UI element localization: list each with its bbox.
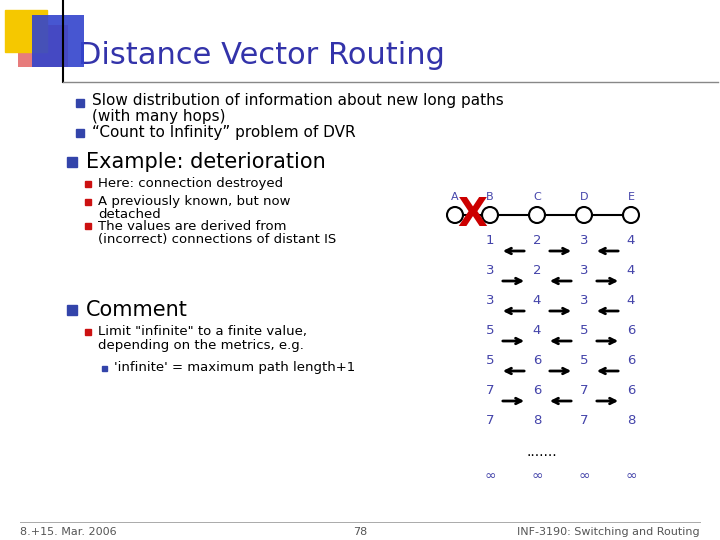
Text: ∞: ∞ [625, 469, 636, 483]
Text: 4: 4 [627, 264, 635, 276]
Text: 3: 3 [486, 294, 494, 307]
Text: 8.+15. Mar. 2006: 8.+15. Mar. 2006 [20, 527, 117, 537]
Text: 4: 4 [533, 323, 541, 336]
Text: 4: 4 [627, 233, 635, 246]
Text: 6: 6 [533, 383, 541, 396]
Text: 7: 7 [486, 383, 494, 396]
Bar [32, 15, 84, 67]
Text: 'infinite' = maximum path length+1: 'infinite' = maximum path length+1 [114, 361, 355, 375]
Text: ∞: ∞ [578, 469, 590, 483]
Text: (with many hops): (with many hops) [92, 109, 225, 124]
Text: 8: 8 [627, 414, 635, 427]
Text: 3: 3 [580, 264, 588, 276]
Text: Example: deterioration: Example: deterioration [86, 152, 325, 172]
Text: 7: 7 [580, 383, 588, 396]
Text: 3: 3 [486, 264, 494, 276]
Text: 5: 5 [580, 323, 588, 336]
Text: Slow distribution of information about new long paths: Slow distribution of information about n… [92, 93, 504, 109]
Text: D: D [580, 192, 588, 202]
Text: Comment: Comment [86, 300, 188, 320]
Bar [85, 199, 91, 205]
Text: 6: 6 [627, 354, 635, 367]
Text: ∞: ∞ [531, 469, 543, 483]
Text: 7: 7 [486, 414, 494, 427]
Text: 6: 6 [627, 383, 635, 396]
Text: 7: 7 [580, 414, 588, 427]
Text: 3: 3 [580, 233, 588, 246]
Text: detached: detached [98, 208, 161, 221]
Text: X: X [457, 196, 487, 234]
Bar [85, 329, 91, 335]
Text: ⋅⋅⋅⋅⋅⋅⋅: ⋅⋅⋅⋅⋅⋅⋅ [527, 449, 557, 463]
Text: 5: 5 [486, 354, 494, 367]
Text: 3: 3 [580, 294, 588, 307]
Bar [67, 157, 77, 167]
Bar [67, 305, 77, 315]
Text: The values are derived from: The values are derived from [98, 219, 287, 233]
Text: depending on the metrics, e.g.: depending on the metrics, e.g. [98, 340, 304, 353]
Text: INF-3190: Switching and Routing: INF-3190: Switching and Routing [518, 527, 700, 537]
Text: ∞: ∞ [485, 469, 496, 483]
Text: Distance Vector Routing: Distance Vector Routing [78, 40, 445, 70]
Bar [85, 223, 91, 229]
Text: 2: 2 [533, 233, 541, 246]
Text: 8: 8 [533, 414, 541, 427]
Text: “Count to Infinity” problem of DVR: “Count to Infinity” problem of DVR [92, 125, 356, 140]
Bar [85, 181, 91, 187]
Text: 5: 5 [486, 323, 494, 336]
Text: 5: 5 [580, 354, 588, 367]
Text: 2: 2 [533, 264, 541, 276]
Text: 6: 6 [627, 323, 635, 336]
Bar [102, 366, 107, 370]
Bar [76, 129, 84, 137]
Bar [18, 25, 68, 67]
Text: E: E [628, 192, 634, 202]
Bar [76, 99, 84, 107]
Text: 4: 4 [627, 294, 635, 307]
Text: A: A [451, 192, 459, 202]
Bar [5, 10, 47, 52]
Text: 78: 78 [353, 527, 367, 537]
Text: C: C [533, 192, 541, 202]
Text: 6: 6 [533, 354, 541, 367]
Text: A previously known, but now: A previously known, but now [98, 195, 290, 208]
Text: (incorrect) connections of distant IS: (incorrect) connections of distant IS [98, 233, 336, 246]
Text: 1: 1 [486, 233, 494, 246]
Text: Limit "infinite" to a finite value,: Limit "infinite" to a finite value, [98, 326, 307, 339]
Text: 4: 4 [533, 294, 541, 307]
Text: B: B [486, 192, 494, 202]
Text: Here: connection destroyed: Here: connection destroyed [98, 178, 283, 191]
